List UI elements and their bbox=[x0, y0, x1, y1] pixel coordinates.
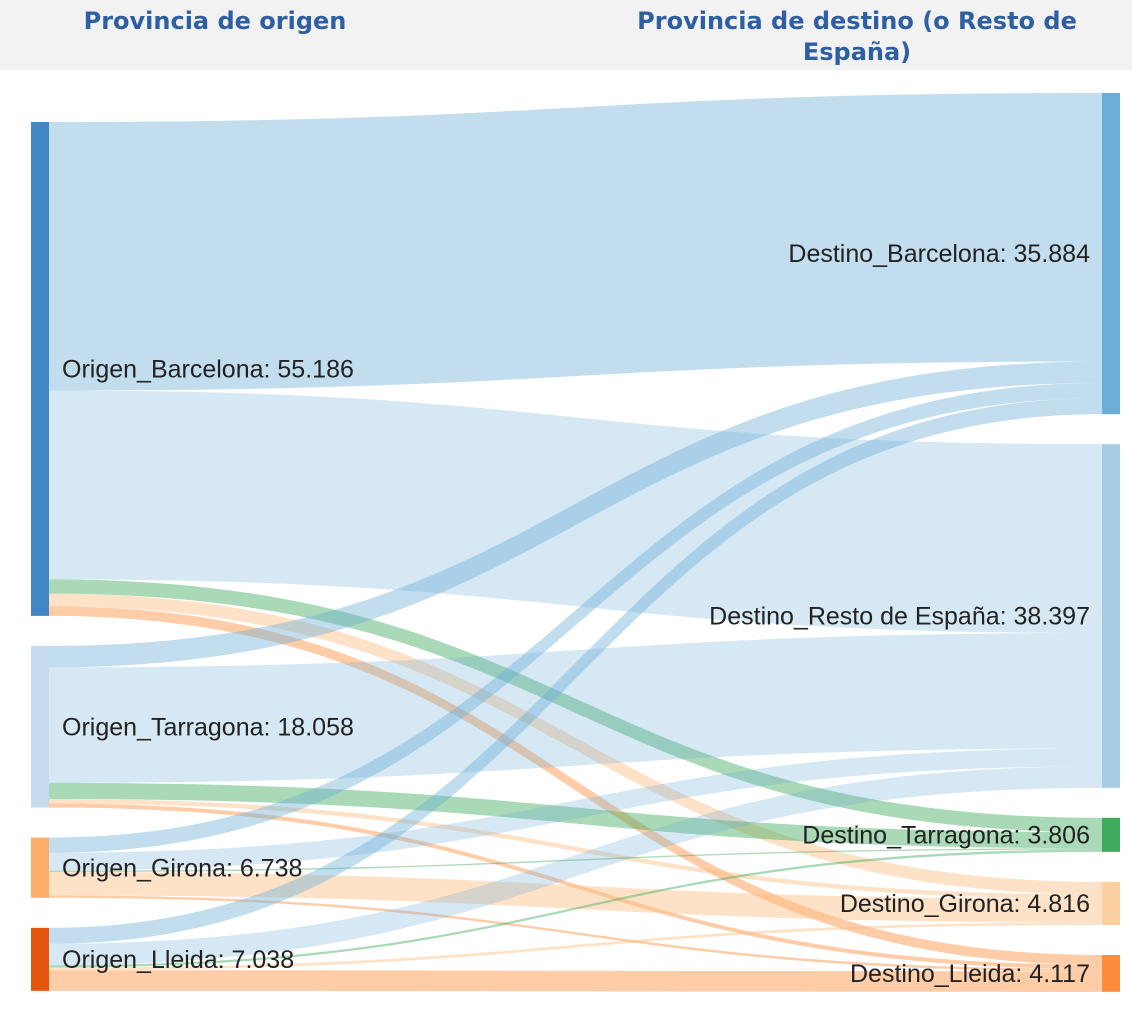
link bbox=[49, 361, 1102, 668]
link bbox=[49, 93, 1102, 391]
node-label: Origen_Barcelona: 55.186 bbox=[62, 356, 354, 384]
column-title: Provincia de destino (o Resto de España) bbox=[637, 7, 1077, 66]
link bbox=[49, 849, 1102, 968]
node bbox=[1102, 93, 1120, 415]
node bbox=[31, 645, 49, 808]
node-label: Destino_Girona: 4.816 bbox=[840, 890, 1090, 918]
node bbox=[31, 837, 49, 898]
header: Provincia de origen Provincia de destino… bbox=[0, 0, 1132, 70]
node-label: Origen_Girona: 6.738 bbox=[62, 854, 302, 882]
link bbox=[49, 922, 1102, 971]
node bbox=[1102, 954, 1120, 992]
link bbox=[49, 579, 1102, 833]
link bbox=[49, 748, 1102, 871]
node bbox=[31, 122, 49, 616]
node bbox=[1102, 881, 1120, 925]
link bbox=[49, 766, 1102, 966]
link bbox=[49, 782, 1102, 849]
link bbox=[49, 803, 1102, 969]
link bbox=[49, 382, 1102, 853]
link bbox=[49, 633, 1102, 783]
link bbox=[49, 606, 1102, 965]
link bbox=[49, 895, 1102, 972]
link bbox=[49, 593, 1102, 895]
node bbox=[31, 927, 49, 991]
link bbox=[49, 798, 1102, 899]
node bbox=[1102, 817, 1120, 852]
link bbox=[49, 398, 1102, 944]
node-label: Destino_Resto de España: 38.397 bbox=[709, 603, 1090, 631]
node-label: Destino_Barcelona: 35.884 bbox=[788, 240, 1090, 268]
node-label: Destino_Lleida: 4.117 bbox=[850, 960, 1090, 988]
node bbox=[1102, 444, 1120, 788]
node-label: Origen_Lleida: 7.038 bbox=[62, 946, 294, 974]
column-title: Provincia de origen bbox=[83, 7, 347, 35]
link bbox=[49, 848, 1102, 872]
links bbox=[49, 93, 1102, 992]
link bbox=[49, 390, 1102, 634]
node-label: Origen_Tarragona: 18.058 bbox=[62, 713, 354, 741]
link bbox=[49, 970, 1102, 992]
node-label: Destino_Tarragona: 3.806 bbox=[802, 821, 1090, 849]
link bbox=[49, 871, 1102, 923]
